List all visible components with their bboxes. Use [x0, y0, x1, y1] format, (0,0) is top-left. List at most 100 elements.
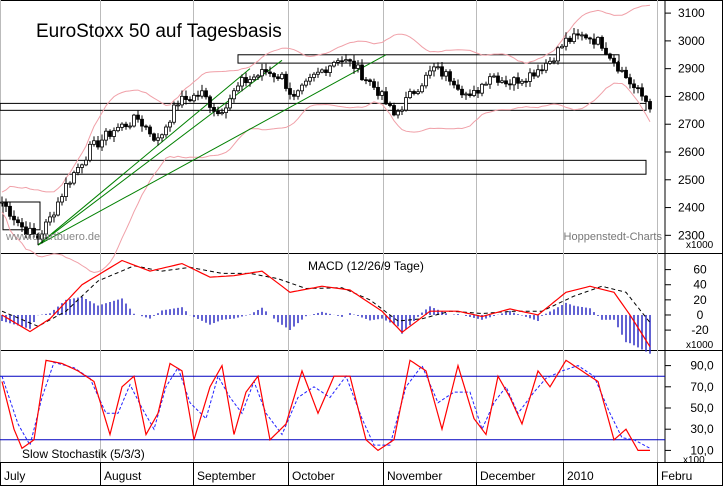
candle-body	[352, 60, 356, 69]
candle-body	[512, 77, 516, 86]
candle-body	[176, 104, 180, 107]
stoch-d-line	[1, 361, 651, 449]
candle-body	[332, 61, 336, 67]
candle-body	[404, 97, 408, 111]
candle-body	[212, 107, 216, 112]
candle-body	[284, 73, 288, 89]
stoch-y-tick-label: 30,0	[690, 422, 714, 436]
stoch-y-tick-label: 10,0	[690, 443, 714, 457]
candle-body	[164, 126, 168, 136]
bollinger-upper	[1, 4, 651, 193]
candle-body	[444, 71, 448, 77]
stoch-y-ticks: 90,0 70,0 50,0 30,0 10,0	[665, 359, 714, 457]
candle-body	[68, 182, 72, 185]
candle-body	[556, 47, 560, 62]
candle-body	[464, 93, 468, 96]
candle-body	[328, 65, 332, 73]
candle-body	[240, 77, 244, 87]
candle-body	[36, 233, 40, 240]
candle-body	[388, 103, 392, 106]
candle-body	[484, 83, 488, 86]
month-gridlines	[0, 0, 658, 475]
macd-y-tick-label: 20	[693, 293, 707, 307]
candle-body	[384, 91, 388, 105]
candle-body	[116, 126, 120, 132]
candle-body	[280, 73, 284, 79]
candle-body	[288, 88, 292, 95]
candle-body	[376, 86, 380, 96]
candle-body	[396, 110, 400, 116]
lower-zone	[0, 159, 647, 175]
candle-body	[232, 90, 236, 100]
candle-body	[348, 59, 352, 62]
stoch-title: Slow Stochastik (5/3/3)	[22, 447, 145, 461]
candle-body	[532, 72, 536, 77]
candle-body	[564, 37, 568, 47]
candle-body	[160, 134, 164, 139]
candle-body	[648, 101, 652, 110]
candle-body	[552, 60, 556, 63]
candle-body	[24, 226, 28, 235]
candle-body	[92, 140, 96, 145]
candle-body	[500, 80, 504, 83]
candle-body	[440, 66, 444, 77]
candle-body	[252, 76, 256, 80]
candle-body	[360, 64, 364, 81]
candle-body	[492, 75, 496, 78]
candle-body	[568, 37, 572, 42]
candle-body	[400, 109, 404, 112]
candle-body	[636, 87, 640, 90]
candle-body	[220, 112, 224, 115]
price-y-tick-label: 2500	[678, 173, 705, 187]
stoch-y-tick-label: 90,0	[690, 359, 714, 373]
price-y-tick-label: 2800	[678, 89, 705, 103]
candle-body	[420, 85, 424, 93]
x-tick-label: November	[387, 469, 442, 483]
candle-body	[308, 77, 312, 82]
candle-body	[452, 80, 456, 86]
candle-body	[0, 201, 4, 204]
candle-body	[600, 36, 604, 49]
candle-body	[236, 85, 240, 92]
macd-multiplier: x1000	[686, 340, 714, 351]
candle-body	[372, 81, 376, 88]
candle-body	[32, 227, 36, 235]
candle-body	[312, 73, 316, 78]
candle-body	[540, 69, 544, 72]
candle-body	[104, 130, 108, 141]
candle-body	[620, 69, 624, 72]
candle-body	[424, 74, 428, 87]
candle-body	[632, 83, 636, 89]
candle-body	[296, 90, 300, 97]
candle-body	[208, 96, 212, 108]
candle-body	[256, 75, 260, 78]
candle-body	[96, 140, 100, 148]
bollinger-lower	[1, 82, 651, 274]
candle-body	[172, 104, 176, 123]
candle-body	[184, 95, 188, 100]
candle-body	[4, 201, 8, 207]
candle-body	[588, 37, 592, 40]
candle-body	[120, 123, 124, 128]
chart-title: EuroStoxx 50 auf Tagesbasis	[36, 21, 282, 42]
candle-body	[580, 34, 584, 37]
candle-body	[132, 114, 136, 127]
x-tick-label: July	[4, 469, 25, 483]
candle-body	[436, 66, 440, 69]
candle-body	[260, 69, 264, 77]
candle-body	[380, 91, 384, 96]
candle-body	[200, 90, 204, 97]
candle-body	[576, 33, 580, 36]
candle-body	[216, 110, 220, 115]
price-multiplier: x1000	[686, 240, 714, 251]
macd-histogram	[1, 296, 651, 354]
candle-body	[152, 133, 156, 141]
candle-body	[356, 64, 360, 69]
candle-body	[16, 219, 20, 224]
candle-body	[428, 70, 432, 76]
candle-body	[228, 98, 232, 109]
candle-body	[52, 214, 56, 218]
price-y-tick-label: 2900	[678, 62, 705, 76]
candle-body	[480, 83, 484, 94]
